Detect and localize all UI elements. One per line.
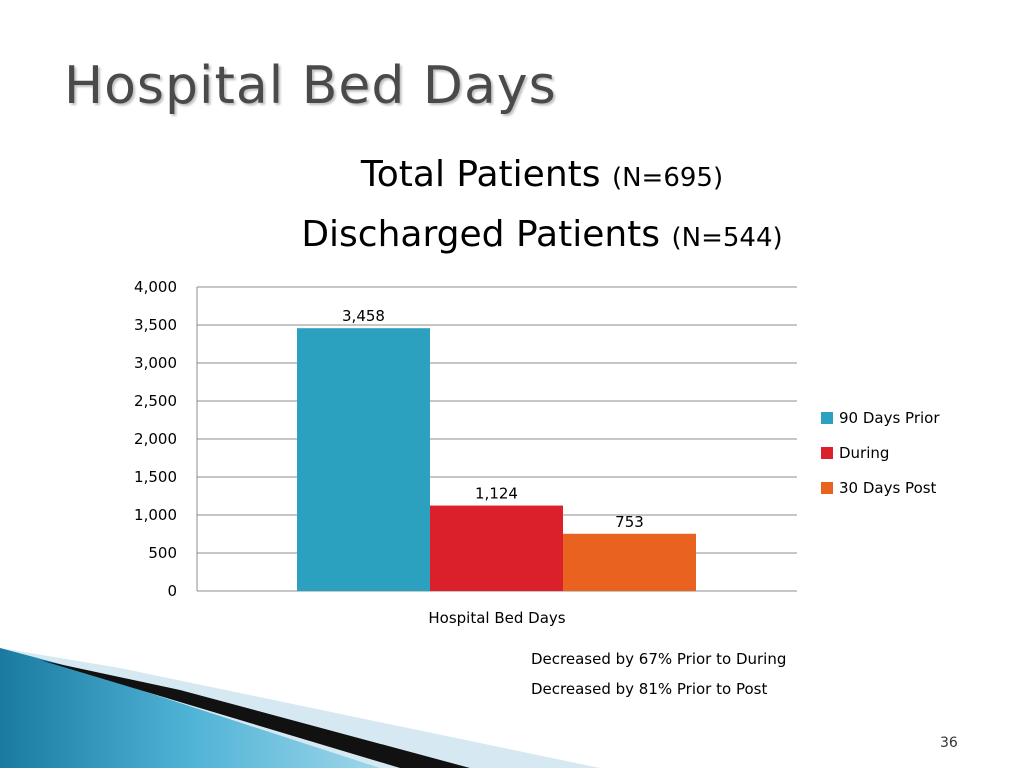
note-decrease-during: Decreased by 67% Prior to During [531, 650, 787, 668]
slide-title: Hospital Bed Days [64, 56, 557, 116]
subtitle-total-patients-label: Total Patients [360, 154, 601, 195]
subtitle-total-patients: Total Patients (N=695) [0, 154, 1024, 195]
page-number: 36 [940, 735, 958, 751]
bar-during [430, 505, 563, 591]
legend-swatch [821, 447, 833, 459]
y-tick-label: 3,000 [134, 354, 177, 372]
y-tick-label: 500 [148, 544, 177, 562]
swoosh-black-band [40, 660, 470, 768]
y-tick-label: 4,000 [134, 278, 177, 296]
data-label: 1,124 [475, 485, 518, 503]
subtitle-discharged-patients-n: (N=544) [671, 223, 783, 253]
legend-label: 90 Days Prior [839, 409, 940, 427]
subtitle-total-patients-n: (N=695) [611, 163, 724, 193]
data-label: 753 [615, 513, 644, 531]
y-tick-label: 1,000 [134, 506, 177, 524]
data-label: 3,458 [342, 307, 385, 325]
swoosh-blue-band [0, 648, 380, 768]
legend-label: During [839, 444, 889, 462]
legend-swatch [821, 412, 833, 424]
note-decrease-post: Decreased by 81% Prior to Post [531, 680, 768, 698]
x-category-label: Hospital Bed Days [428, 609, 565, 627]
y-tick-label: 1,500 [134, 468, 177, 486]
y-tick-label: 2,500 [134, 392, 177, 410]
bar-30-days-post [563, 533, 696, 591]
y-tick-label: 2,000 [134, 430, 177, 448]
subtitle-discharged-patients-label: Discharged Patients [301, 214, 661, 255]
bar-90-days-prior [297, 328, 430, 591]
y-tick-label: 3,500 [134, 316, 177, 334]
subtitle-discharged-patients: Discharged Patients (N=544) [0, 214, 1024, 255]
legend-swatch [821, 482, 833, 494]
legend-label: 30 Days Post [839, 479, 937, 497]
y-tick-label: 0 [167, 582, 177, 600]
